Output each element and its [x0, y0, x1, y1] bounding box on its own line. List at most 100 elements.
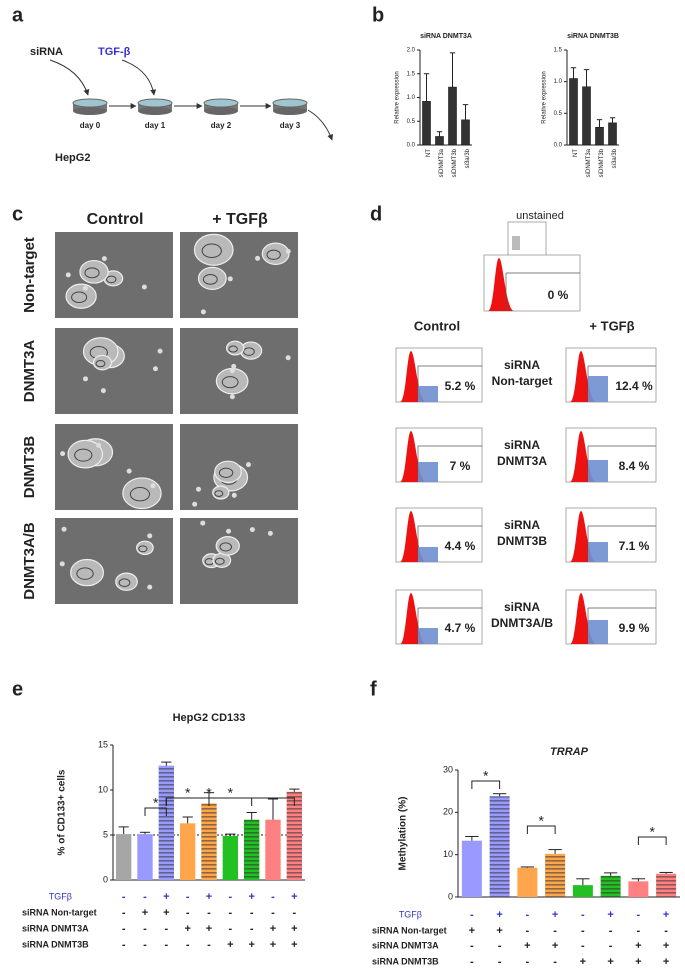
condition-label: siRNA DNMT3B — [372, 956, 439, 966]
condition-sign: - — [470, 940, 474, 952]
y-tick-label: 1.0 — [407, 95, 416, 101]
cell-detail — [243, 347, 255, 356]
condition-sign: - — [526, 909, 530, 921]
condition-sign: + — [270, 923, 276, 935]
condition-sign: - — [637, 925, 641, 937]
x-tick-label: siDNMT3b — [452, 148, 458, 177]
cell-detail — [129, 487, 151, 502]
condition-sign: - — [122, 939, 126, 951]
condition-sign: - — [186, 891, 190, 903]
condition-sign: + — [248, 891, 254, 903]
y-tick-label: 0 — [103, 874, 108, 884]
x-tick-label: NT — [426, 149, 432, 157]
condition-sign: - — [186, 939, 190, 951]
condition-sign: - — [581, 909, 585, 921]
single-cell — [150, 483, 156, 489]
single-cell — [101, 256, 107, 262]
condition-sign: + — [206, 923, 212, 935]
single-cell — [227, 276, 233, 282]
positive-region — [418, 462, 438, 482]
panel-label: b — [372, 4, 384, 26]
cell-cluster — [193, 233, 234, 266]
condition-sign: + — [635, 940, 641, 952]
dot-cloud — [512, 236, 520, 250]
bar — [265, 819, 281, 880]
positive-region — [588, 542, 608, 562]
single-cell — [65, 272, 71, 278]
condition-sign: + — [163, 891, 169, 903]
condition-sign: - — [250, 907, 254, 919]
condition-label: TGFβ — [49, 891, 72, 901]
chart-title: siRNA DNMT3A — [420, 33, 472, 40]
panel-label: f — [370, 678, 377, 700]
condition-label: TGFβ — [399, 909, 422, 919]
single-cell — [59, 561, 65, 567]
x-tick-label: siDNMT3a — [586, 148, 592, 177]
percent-positive: 4.4 % — [445, 539, 476, 553]
condition-sign: + — [227, 939, 233, 951]
cell-detail — [74, 448, 93, 462]
panel-label: c — [12, 203, 23, 225]
micrograph — [55, 518, 173, 604]
cell-detail — [118, 578, 131, 587]
condition-sign: - — [609, 925, 613, 937]
single-cell — [255, 255, 261, 261]
panel-label: a — [12, 4, 24, 26]
y-tick-label: 10 — [443, 849, 453, 859]
condition-sign: - — [553, 925, 557, 937]
condition-sign: - — [271, 907, 275, 919]
single-cell — [100, 388, 106, 394]
condition-sign: - — [122, 891, 126, 903]
condition-sign: + — [607, 909, 613, 921]
condition-sign: - — [664, 925, 668, 937]
dish-bottom — [138, 107, 172, 115]
condition-sign: - — [271, 891, 275, 903]
y-tick-label: 0.5 — [554, 111, 563, 117]
cell-cluster — [261, 242, 290, 266]
positive-region — [588, 460, 608, 482]
panel-label: d — [370, 203, 382, 225]
bar — [201, 803, 217, 880]
bar — [179, 823, 196, 880]
single-cell — [147, 584, 153, 590]
condition-sign: - — [207, 939, 211, 951]
bar — [448, 86, 457, 146]
histogram-peak — [488, 258, 514, 311]
bar — [435, 136, 444, 146]
bar — [628, 881, 649, 897]
micrograph — [180, 518, 298, 604]
condition-label: siRNA DNMT3A — [22, 923, 89, 933]
significance: * — [483, 768, 489, 784]
cell-cluster — [67, 439, 104, 469]
single-cell — [60, 451, 66, 457]
condition-label: siRNA DNMT3A — [372, 940, 439, 950]
y-tick-label: 20 — [443, 807, 453, 817]
bar — [158, 765, 175, 880]
bar — [608, 122, 617, 146]
bar — [572, 885, 593, 897]
cell-detail — [95, 359, 106, 368]
x-tick-label: si3a/3b — [465, 148, 471, 168]
dish-bottom — [273, 107, 307, 115]
single-cell — [82, 285, 88, 291]
condition-sign: - — [186, 907, 190, 919]
bar — [489, 796, 510, 897]
condition-sign: + — [248, 939, 254, 951]
single-cell — [226, 528, 232, 534]
single-cell — [157, 348, 163, 354]
y-axis-label: Methylation (%) — [398, 797, 409, 871]
y-tick-label: 1.0 — [554, 79, 563, 85]
bracket — [637, 836, 667, 845]
condition-sign: + — [552, 940, 558, 952]
condition-sign: + — [580, 956, 586, 968]
significance: * — [206, 785, 212, 801]
row-header: DNMT3A — [497, 454, 547, 468]
cell-cluster — [197, 266, 227, 291]
dish-top — [272, 98, 308, 108]
cell-cluster — [79, 259, 109, 284]
bar — [545, 853, 566, 897]
row-header: siRNA — [504, 358, 540, 372]
condition-sign: + — [142, 907, 148, 919]
single-cell — [196, 486, 202, 492]
y-tick-label: 2.0 — [407, 48, 416, 54]
